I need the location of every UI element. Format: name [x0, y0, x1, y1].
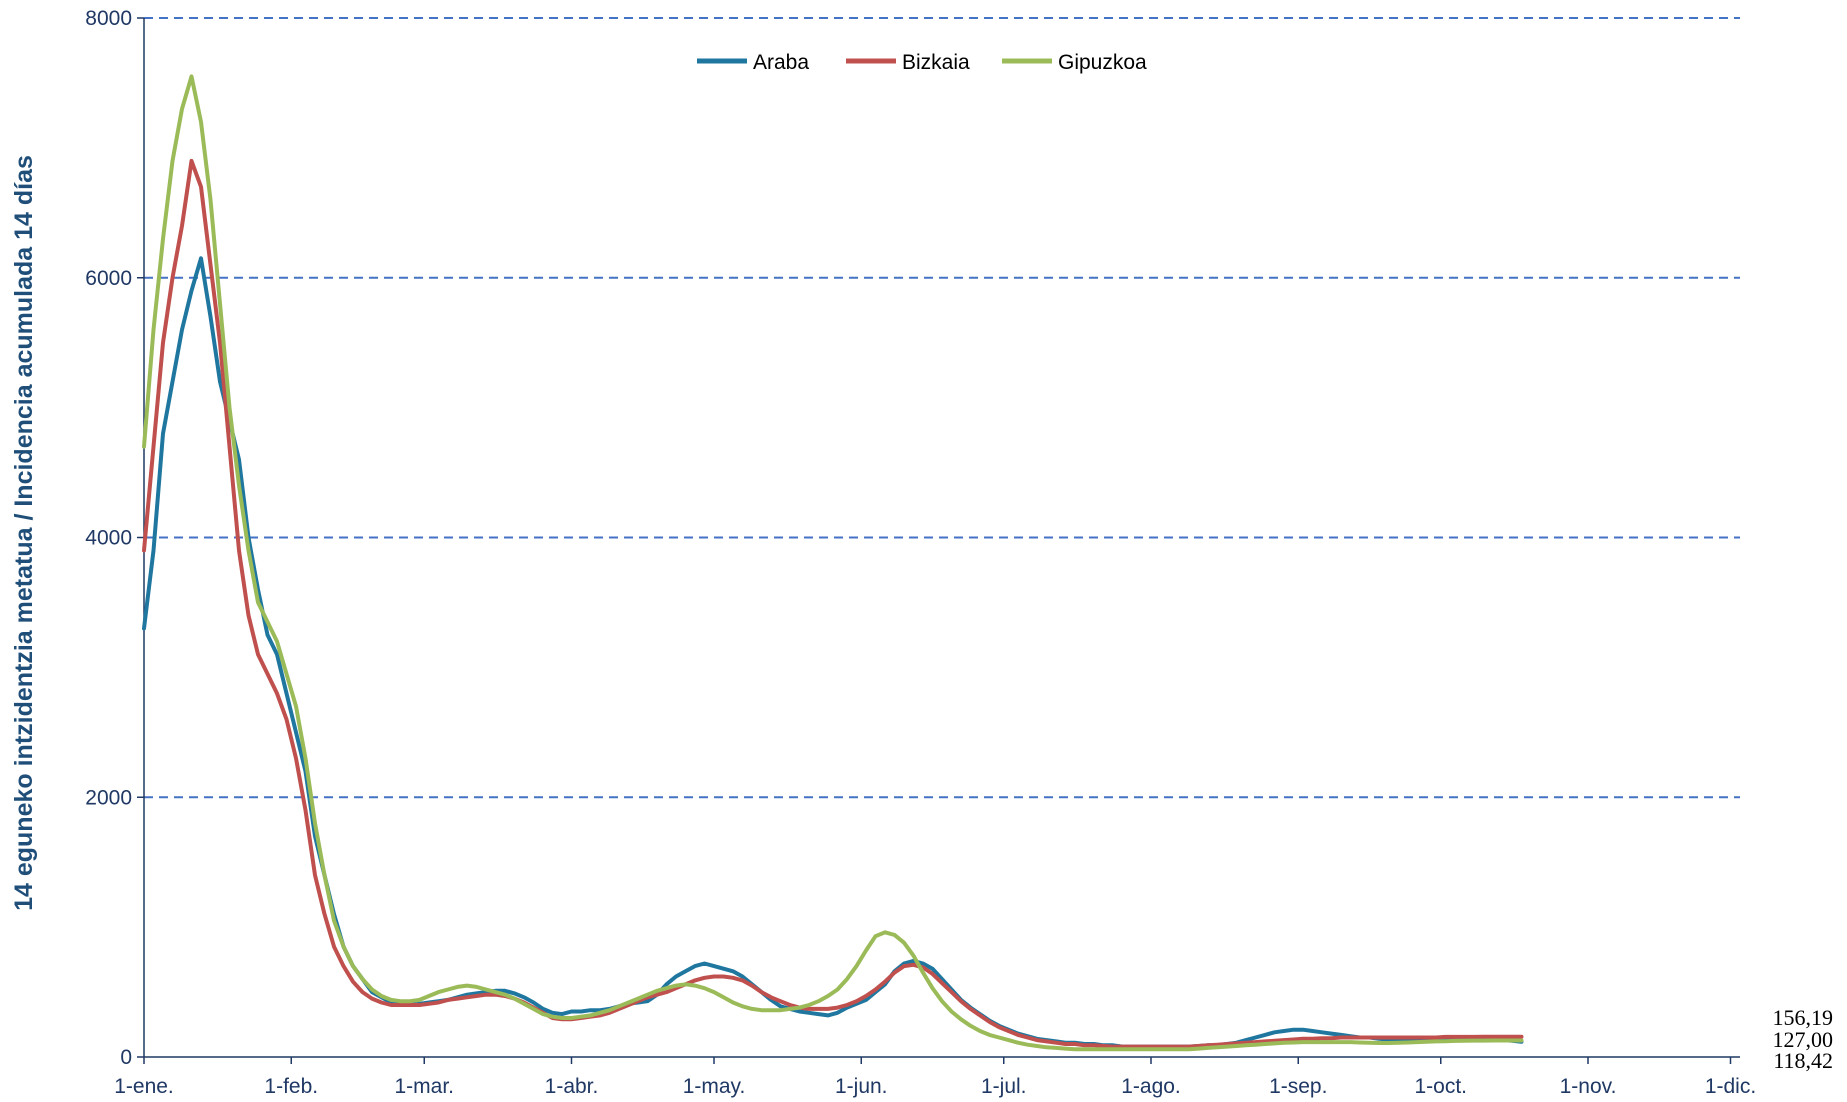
legend-label-araba: Araba	[753, 51, 809, 74]
x-tick-label: 1-ene.	[114, 1075, 174, 1098]
legend: Araba Bizkaia Gipuzkoa	[697, 51, 1147, 74]
x-tick-label: 1-abr.	[545, 1075, 599, 1098]
y-tick-labels: 0 2000 4000 6000 8000	[85, 7, 132, 1069]
x-tick-label: 1-dic.	[1705, 1075, 1756, 1098]
gridlines	[144, 17, 1740, 799]
x-tick-label: 1-sep.	[1269, 1075, 1327, 1098]
axes	[137, 17, 1740, 1064]
x-tick-label: 1-oct.	[1414, 1075, 1467, 1098]
series-line-bizkaia	[142, 158, 1524, 1049]
x-tick-label: 1-may.	[683, 1075, 746, 1098]
series-line-araba	[142, 256, 1524, 1049]
y-tick-label: 6000	[85, 267, 132, 290]
end-label-bizkaia: 156,19	[1773, 1005, 1834, 1030]
legend-label-bizkaia: Bizkaia	[902, 51, 970, 74]
series-lines	[142, 74, 1524, 1052]
x-tick-label: 1-mar.	[394, 1075, 454, 1098]
y-axis-label: 14 eguneko intzidentzia metatua / Incide…	[10, 155, 38, 911]
x-tick-label: 1-nov.	[1560, 1075, 1617, 1098]
end-label-araba: 118,42	[1773, 1048, 1833, 1073]
x-tick-label: 1-jun.	[835, 1075, 888, 1098]
x-tick-labels: 1-ene. 1-feb. 1-mar. 1-abr. 1-may. 1-jun. 1-ju…	[114, 1075, 1756, 1098]
x-tick-label: 1-jul.	[981, 1075, 1027, 1098]
y-tick-label: 2000	[85, 786, 132, 809]
x-tick-label: 1-ago.	[1121, 1075, 1181, 1098]
y-tick-label: 4000	[85, 527, 132, 550]
legend-label-gipuzkoa: Gipuzkoa	[1058, 51, 1147, 74]
y-tick-label: 8000	[85, 7, 132, 30]
y-tick-label: 0	[120, 1046, 132, 1069]
series-line-gipuzkoa	[142, 74, 1524, 1052]
x-tick-label: 1-feb.	[264, 1075, 318, 1098]
end-label-gipuzkoa: 127,00	[1773, 1027, 1834, 1052]
